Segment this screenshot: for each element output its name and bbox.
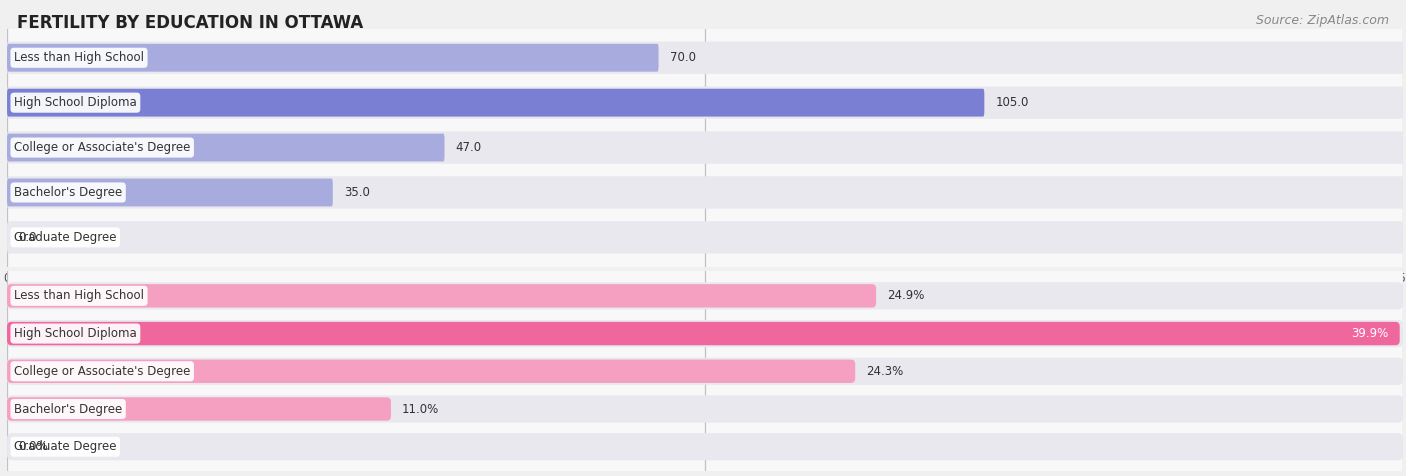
Text: 47.0: 47.0 bbox=[456, 141, 482, 154]
Text: 0.0%: 0.0% bbox=[18, 440, 48, 453]
Text: Less than High School: Less than High School bbox=[14, 289, 143, 302]
FancyBboxPatch shape bbox=[7, 176, 1403, 208]
Text: 105.0: 105.0 bbox=[995, 96, 1029, 109]
Text: High School Diploma: High School Diploma bbox=[14, 96, 136, 109]
Text: Source: ZipAtlas.com: Source: ZipAtlas.com bbox=[1256, 14, 1389, 27]
FancyBboxPatch shape bbox=[7, 357, 1403, 385]
Text: Bachelor's Degree: Bachelor's Degree bbox=[14, 186, 122, 199]
FancyBboxPatch shape bbox=[7, 433, 1403, 460]
FancyBboxPatch shape bbox=[7, 282, 1403, 309]
FancyBboxPatch shape bbox=[7, 41, 1403, 74]
FancyBboxPatch shape bbox=[7, 178, 333, 207]
FancyBboxPatch shape bbox=[7, 284, 876, 307]
Text: FERTILITY BY EDUCATION IN OTTAWA: FERTILITY BY EDUCATION IN OTTAWA bbox=[17, 14, 363, 32]
FancyBboxPatch shape bbox=[7, 221, 1403, 254]
FancyBboxPatch shape bbox=[7, 320, 1403, 347]
Text: College or Associate's Degree: College or Associate's Degree bbox=[14, 141, 190, 154]
FancyBboxPatch shape bbox=[7, 134, 444, 161]
Text: Graduate Degree: Graduate Degree bbox=[14, 440, 117, 453]
Text: High School Diploma: High School Diploma bbox=[14, 327, 136, 340]
FancyBboxPatch shape bbox=[7, 44, 658, 72]
FancyBboxPatch shape bbox=[7, 87, 1403, 119]
FancyBboxPatch shape bbox=[7, 131, 1403, 164]
FancyBboxPatch shape bbox=[7, 397, 391, 421]
Text: 70.0: 70.0 bbox=[669, 51, 696, 64]
Text: Less than High School: Less than High School bbox=[14, 51, 143, 64]
FancyBboxPatch shape bbox=[7, 396, 1403, 423]
Text: 39.9%: 39.9% bbox=[1351, 327, 1389, 340]
Text: Graduate Degree: Graduate Degree bbox=[14, 231, 117, 244]
Text: 0.0: 0.0 bbox=[18, 231, 37, 244]
FancyBboxPatch shape bbox=[7, 359, 855, 383]
Text: 24.3%: 24.3% bbox=[866, 365, 904, 378]
Text: 24.9%: 24.9% bbox=[887, 289, 925, 302]
Text: Bachelor's Degree: Bachelor's Degree bbox=[14, 403, 122, 416]
Text: College or Associate's Degree: College or Associate's Degree bbox=[14, 365, 190, 378]
Text: 11.0%: 11.0% bbox=[402, 403, 440, 416]
FancyBboxPatch shape bbox=[7, 322, 1400, 345]
FancyBboxPatch shape bbox=[7, 89, 984, 117]
Text: 35.0: 35.0 bbox=[344, 186, 370, 199]
